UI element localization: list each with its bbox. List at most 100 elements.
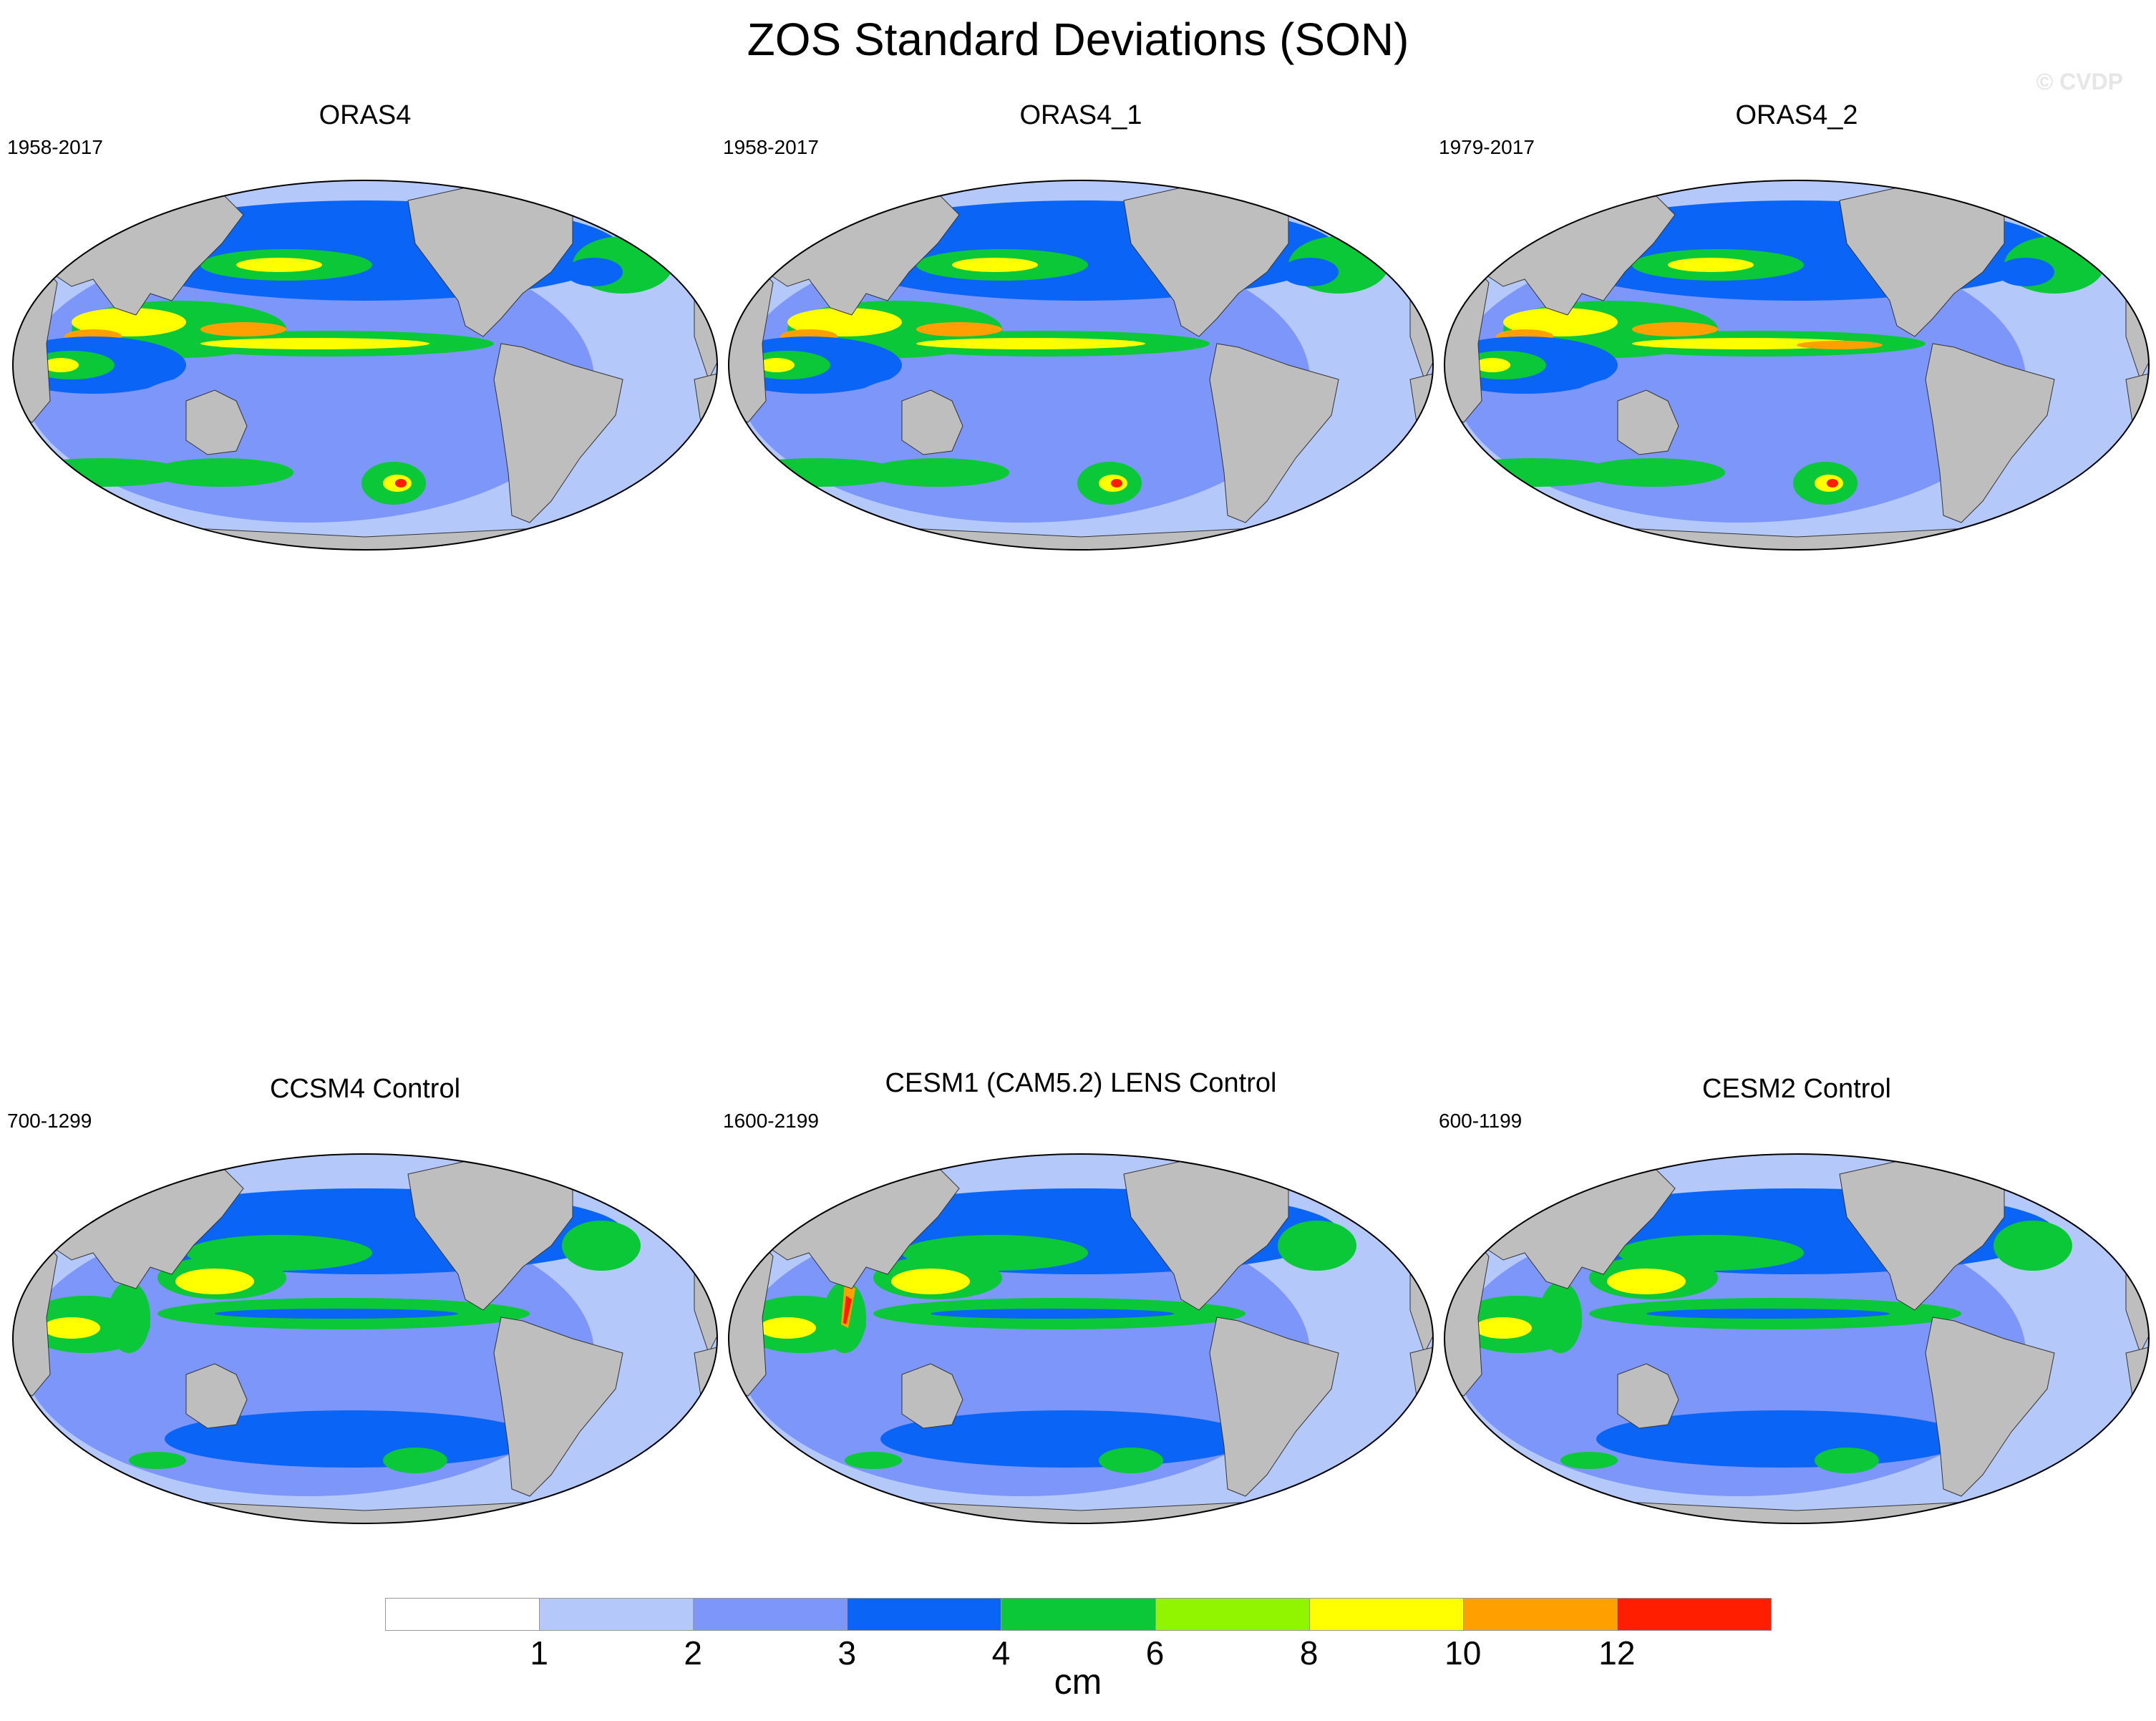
map-field: [1444, 1138, 2149, 1523]
ssh-variability-patch: [215, 1309, 458, 1319]
panel-title: ORAS4_2: [1735, 100, 1858, 130]
panel-period: 600-1199: [1439, 1110, 1523, 1132]
colorbar-swatch: [693, 1598, 848, 1631]
ssh-variability-patch: [1607, 1269, 1686, 1294]
ssh-variability-patch: [1539, 1281, 1582, 1353]
land-southAmerica: [1209, 1317, 1339, 1497]
arctic-strip: [931, 165, 1231, 175]
colorbar-tick-label: 1: [530, 1634, 548, 1672]
world-map: [727, 1153, 1434, 1524]
world-map: [1443, 165, 2150, 551]
map-border: [727, 1153, 1434, 1524]
land-southAmerica: [493, 1317, 623, 1497]
colorbar-tick-label: 4: [991, 1634, 1011, 1672]
ssh-variability-peak: [200, 322, 286, 336]
panel-title: CCSM4 Control: [269, 1074, 461, 1104]
map-panel-oras4-2: ORAS4_2 1979-2017: [1439, 100, 2155, 573]
ssh-variability-patch: [72, 308, 186, 336]
map-panel-oras4-1: ORAS4_1 1958-2017: [723, 100, 1439, 573]
land-australia: [185, 1363, 248, 1429]
land-greenland: [1338, 1163, 1404, 1221]
ssh-variability-patch: [129, 1332, 601, 1417]
ssh-variability-patch: [891, 1269, 970, 1294]
panel-period: 1958-2017: [7, 136, 103, 158]
colorbar-tick-label: 8: [1299, 1634, 1319, 1672]
colorbar-swatch: [1616, 1598, 1772, 1631]
ssh-variability-patch: [759, 1317, 816, 1339]
map-field: [13, 180, 717, 550]
ssh-variability-patch: [136, 362, 594, 440]
panel-title: ORAS4_1: [1019, 100, 1142, 130]
ssh-variability-patch: [952, 258, 1038, 272]
world-map: [1443, 1138, 2150, 1524]
ssh-variability-patch: [845, 1332, 1317, 1417]
ssh-variability-peak: [916, 322, 1002, 336]
land-australia: [1617, 389, 1679, 455]
ssh-variability-patch: [150, 458, 293, 487]
land-southAmerica: [1209, 343, 1339, 523]
colorbar: [385, 1598, 1772, 1632]
land-australia: [1617, 1363, 1679, 1429]
ssh-variability-patch: [1475, 358, 1510, 372]
map-panel-ccsm4-control: CCSM4 Control 700-1299: [7, 1074, 723, 1546]
panel-period: 1979-2017: [1439, 136, 1535, 158]
map-panel-cesm1-lens-control: CESM1 (CAM5.2) LENS Control 1600-2199: [723, 1068, 1439, 1541]
ssh-variability-peak: [843, 1296, 852, 1324]
land-greenland: [1338, 189, 1404, 248]
arctic-strip: [1646, 165, 1947, 175]
panel-title: ORAS4: [319, 100, 412, 130]
colorbar-tick-label: 12: [1598, 1634, 1636, 1672]
map-field: [729, 1154, 1433, 1523]
ssh-variability-patch: [1281, 258, 1339, 286]
ssh-variability-patch: [1560, 1452, 1618, 1469]
map-field: [729, 165, 1433, 550]
ssh-variability-patch: [1997, 258, 2054, 286]
ssh-variability-patch: [1278, 1221, 1356, 1271]
ssh-variability-patch: [175, 1269, 254, 1294]
ssh-variability-patch: [1582, 458, 1725, 487]
panel-period: 700-1299: [7, 1110, 92, 1132]
map-border: [727, 180, 1434, 551]
land-australia: [901, 1363, 963, 1429]
map-border: [1443, 1153, 2150, 1524]
land-southAmerica: [493, 343, 623, 523]
land-southAmerica: [1925, 343, 2055, 523]
arctic-strip: [215, 1138, 515, 1148]
ssh-variability-patch: [395, 479, 407, 488]
ssh-variability-patch: [1827, 479, 1838, 488]
land-greenland: [622, 1163, 688, 1221]
ssh-variability-patch: [1111, 479, 1122, 488]
ssh-variability-patch: [1568, 362, 2026, 440]
colorbar-units: cm: [1054, 1662, 1102, 1702]
cvdp-watermark: © CVDP: [2036, 69, 2123, 94]
panel-title: CESM1 (CAM5.2) LENS Control: [885, 1068, 1277, 1098]
figure-title: ZOS Standard Deviations (SON): [747, 14, 1409, 65]
world-map: [11, 1138, 719, 1524]
colorbar-tick-label: 2: [684, 1634, 703, 1672]
ssh-variability-patch: [916, 338, 1145, 349]
world-map: [727, 165, 1434, 551]
ssh-variability-patch: [165, 1410, 537, 1468]
map-border: [11, 180, 719, 551]
ssh-variability-patch: [1596, 1410, 1968, 1468]
ssh-variability-patch: [129, 1452, 186, 1469]
ssh-variability-patch: [880, 1410, 1253, 1468]
colorbar-swatch: [539, 1598, 694, 1631]
ssh-variability-patch: [200, 338, 429, 349]
ssh-variability-patch: [1994, 1221, 2072, 1271]
ssh-variability-patch: [1503, 308, 1618, 336]
arctic-strip: [1646, 1138, 1947, 1148]
land-australia: [901, 389, 963, 455]
colorbar-swatch: [1001, 1598, 1156, 1631]
ssh-variability-patch: [845, 1452, 902, 1469]
ssh-variability-patch: [1099, 1448, 1163, 1473]
world-map: [11, 180, 719, 551]
panel-period: 1600-2199: [723, 1110, 819, 1132]
ssh-variability-patch: [852, 362, 1310, 440]
colorbar-tick-label: 10: [1444, 1634, 1482, 1672]
land-australia: [185, 389, 248, 455]
land-greenland: [622, 189, 688, 248]
ssh-variability-patch: [787, 308, 902, 336]
ssh-variability-patch: [1668, 258, 1754, 272]
map-field: [13, 1138, 717, 1523]
